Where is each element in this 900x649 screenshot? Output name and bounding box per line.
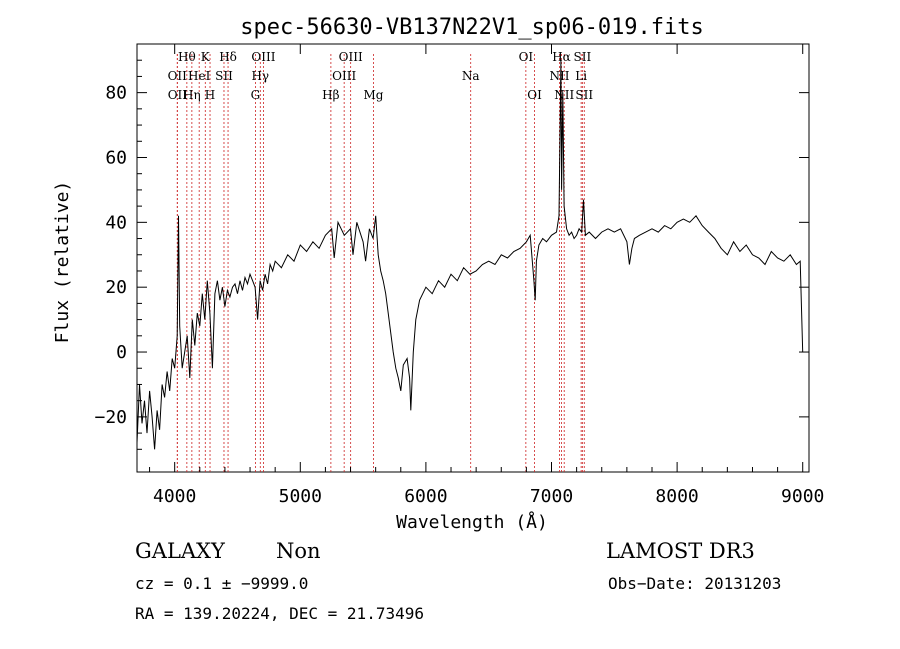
line-markers: [176, 54, 585, 472]
line-marker-label: Hγ: [251, 69, 269, 83]
line-marker-label: OIII: [332, 69, 356, 83]
y-tick-label: −20: [94, 407, 127, 428]
y-tick-label: 40: [105, 212, 127, 233]
line-marker-label: OI: [527, 88, 542, 102]
line-marker-label: K: [201, 50, 211, 64]
line-marker-label: Hθ: [178, 50, 196, 64]
coordinates-line: RA = 139.20224, DEC = 21.73496: [135, 604, 424, 623]
y-axis-label: Flux (relative): [52, 181, 73, 344]
line-marker-label: Hβ: [322, 88, 339, 102]
x-tick-label: 5000: [279, 486, 322, 507]
line-marker-label: Hα: [552, 50, 571, 64]
x-tick-label: 4000: [153, 486, 196, 507]
chart-title: spec-56630-VB137N22V1_sp06-019.fits: [240, 15, 704, 40]
x-axis-label: Wavelength (Å): [396, 511, 548, 533]
y-tick-label: 0: [116, 342, 127, 363]
line-marker-label: Mg: [363, 88, 383, 102]
x-axis-ticks: 4000 5000 6000 7000 8000 9000: [149, 44, 824, 507]
line-marker-label: H: [205, 88, 215, 102]
line-marker-label: SII: [574, 50, 592, 64]
obs-date: Obs−Date: 20131203: [608, 574, 781, 593]
survey-name: LAMOST DR3: [606, 539, 755, 563]
y-tick-label: 20: [105, 277, 127, 298]
object-class: GALAXY: [135, 539, 226, 563]
x-tick-label: 7000: [530, 486, 573, 507]
line-marker-label: OI: [519, 50, 534, 64]
line-marker-label: Hδ: [219, 50, 237, 64]
redshift-line: cz = 0.1 ± −9999.0: [135, 574, 308, 593]
line-marker-label: OII: [168, 88, 188, 102]
plot-frame: [136, 43, 810, 473]
line-marker-label: HeI: [188, 69, 211, 83]
y-tick-label: 60: [105, 147, 127, 168]
spectrum-line: [136, 60, 804, 450]
x-tick-label: 9000: [781, 486, 824, 507]
line-marker-label: SII: [215, 69, 233, 83]
line-marker-label: OIII: [339, 50, 363, 64]
line-marker-label: Na: [462, 69, 480, 83]
line-marker-label: NII: [549, 69, 569, 83]
x-tick-label: 6000: [404, 486, 447, 507]
line-marker-label: SII: [575, 88, 593, 102]
line-marker-label: NII: [554, 88, 574, 102]
line-marker-labels: OII OII Hθ Hη HeI K H Hδ SII G Hγ OIII Hβ OIII OIII Mg N…: [168, 50, 594, 102]
line-marker-label: Li: [575, 69, 587, 83]
line-marker-label: OII: [168, 69, 188, 83]
line-marker-label: Hη: [183, 88, 201, 102]
line-marker-label: G: [251, 88, 261, 102]
y-tick-label: 80: [105, 83, 127, 104]
line-marker-label: OIII: [251, 50, 275, 64]
object-subclass: Non: [276, 539, 321, 563]
y-axis-ticks: −20 0 20 40 60 80: [94, 59, 809, 450]
x-tick-label: 8000: [655, 486, 698, 507]
